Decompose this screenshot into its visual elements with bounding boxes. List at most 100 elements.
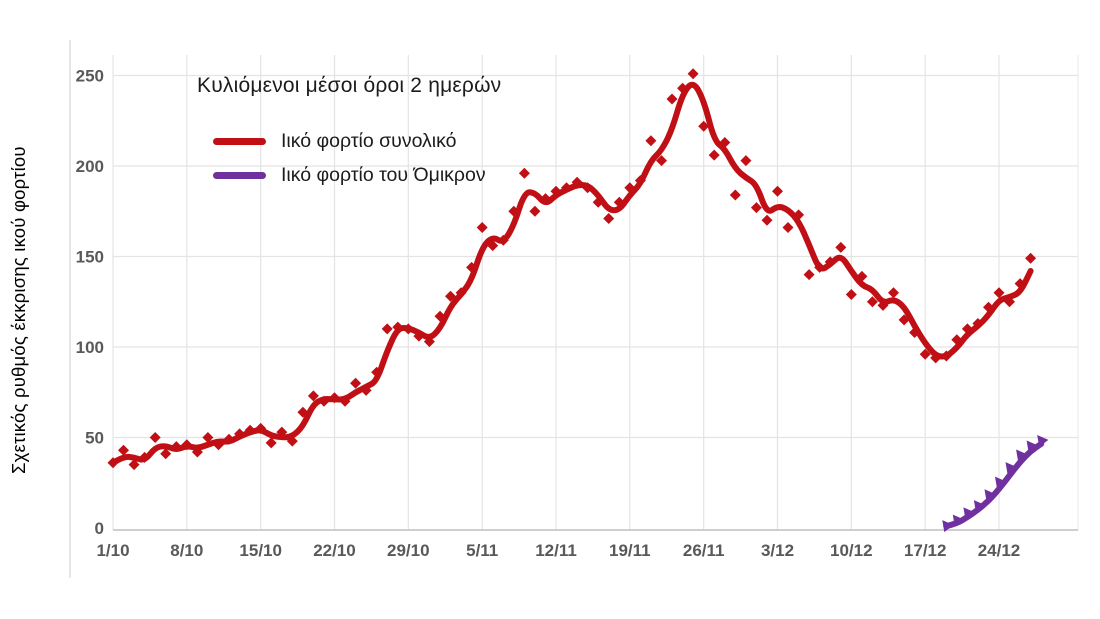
- total-data-point-diamond: [297, 406, 309, 418]
- omicron-data-point-triangle: [984, 489, 996, 502]
- total-data-point-diamond: [339, 395, 351, 407]
- total-data-point-diamond: [561, 182, 572, 194]
- total-data-point-diamond: [634, 175, 646, 186]
- total-data-point-diamond: [286, 435, 298, 447]
- total-data-point-diamond: [307, 390, 319, 402]
- x-tick-label: 24/12: [978, 541, 1021, 560]
- legend-item-omicron: Ιικό φορτίο του Όμικρον: [213, 158, 486, 192]
- total-data-point-diamond: [497, 234, 509, 246]
- y-tick-label: 50: [85, 429, 104, 448]
- total-data-point-diamond: [930, 352, 942, 364]
- total-data-point-diamond: [255, 422, 267, 434]
- total-data-point-diamond: [803, 269, 815, 281]
- omicron-data-point-triangle: [942, 520, 954, 533]
- total-data-point-diamond: [244, 424, 256, 436]
- x-tick-label: 5/11: [466, 541, 498, 560]
- total-data-point-diamond: [961, 323, 973, 335]
- x-tick-label: 12/11: [535, 541, 577, 560]
- total-data-point-diamond: [139, 451, 151, 463]
- total-data-point-diamond: [455, 287, 467, 299]
- omicron-data-point-triangle: [973, 500, 986, 513]
- total-data-point-diamond: [276, 426, 288, 438]
- total-data-point-diamond: [381, 323, 393, 335]
- total-data-point-diamond: [940, 350, 952, 362]
- total-data-point-diamond: [371, 366, 383, 378]
- total-data-point-diamond: [782, 222, 794, 233]
- x-tick-label: 3/12: [761, 541, 794, 560]
- total-data-point-diamond: [687, 68, 699, 80]
- total-data-point-diamond: [571, 176, 583, 188]
- total-data-point-diamond: [582, 182, 594, 194]
- x-tick-label: 17/12: [904, 541, 947, 560]
- x-tick-label: 10/12: [830, 541, 873, 560]
- legend-label-total: Ιικό φορτίο συνολικό: [281, 129, 457, 152]
- total-data-point-diamond: [476, 222, 488, 233]
- total-data-point-diamond: [919, 348, 931, 360]
- total-data-point-diamond: [434, 310, 446, 322]
- total-data-point-diamond: [750, 202, 762, 214]
- total-data-point-diamond: [213, 439, 224, 451]
- total-data-point-diamond: [540, 193, 551, 205]
- total-data-point-diamond: [656, 155, 667, 167]
- y-tick-label: 200: [76, 157, 104, 176]
- omicron-data-point-triangle: [1016, 449, 1028, 462]
- total-data-point-diamond: [487, 240, 499, 252]
- total-data-point-diamond: [329, 392, 340, 404]
- total-data-point-diamond: [1014, 278, 1026, 290]
- total-data-point-diamond: [866, 296, 878, 308]
- total-data-point-diamond: [993, 287, 1005, 299]
- omicron-series-line: [943, 440, 1045, 530]
- total-data-point-diamond: [698, 120, 710, 132]
- total-data-point-diamond: [1004, 296, 1015, 308]
- legend-label-omicron: Ιικό φορτίο του Όμικρον: [281, 163, 486, 186]
- total-data-point-diamond: [624, 182, 636, 194]
- omicron-data-point-triangle: [1005, 462, 1017, 475]
- total-data-point-diamond: [181, 439, 193, 451]
- x-tick-label: 29/10: [387, 541, 430, 560]
- total-data-point-diamond: [845, 289, 857, 300]
- total-data-point-diamond: [518, 167, 530, 179]
- total-data-point-diamond: [360, 384, 372, 396]
- total-data-point-diamond: [613, 196, 625, 208]
- total-data-point-diamond: [318, 395, 330, 407]
- omicron-data-point-triangle: [1037, 434, 1049, 447]
- total-data-point-diamond: [719, 137, 731, 148]
- total-data-point-diamond: [666, 93, 678, 105]
- total-data-point-diamond: [824, 256, 836, 268]
- x-tick-label: 15/10: [239, 541, 282, 560]
- total-data-point-diamond: [234, 428, 246, 440]
- total-data-point-diamond: [708, 149, 720, 161]
- total-data-point-diamond: [645, 135, 657, 147]
- total-data-point-diamond: [793, 209, 805, 221]
- total-data-point-diamond: [729, 189, 741, 201]
- chart-title: Κυλιόμενοι μέσοι όροι 2 ημερών: [197, 74, 502, 97]
- x-tick-label: 22/10: [313, 541, 356, 560]
- total-data-point-diamond: [223, 433, 235, 445]
- total-data-point-diamond: [118, 444, 129, 456]
- y-axis-title: Σχετικός ρυθμός έκκρισης ικού φορτίου: [8, 146, 29, 474]
- omicron-data-point-triangle: [963, 507, 975, 520]
- total-data-point-diamond: [740, 155, 752, 167]
- legend-swatch-omicron: [213, 171, 266, 179]
- total-data-point-diamond: [835, 241, 847, 253]
- total-data-point-diamond: [265, 437, 277, 449]
- total-data-point-diamond: [529, 205, 541, 217]
- omicron-data-point-triangle: [952, 514, 964, 527]
- total-data-point-diamond: [592, 196, 604, 208]
- omicron-data-point-triangle: [994, 476, 1007, 489]
- total-data-point-diamond: [350, 377, 362, 389]
- total-data-point-diamond: [814, 261, 826, 273]
- total-data-point-diamond: [170, 441, 182, 453]
- total-data-point-diamond: [972, 318, 984, 329]
- total-data-point-diamond: [1025, 252, 1037, 264]
- total-data-point-diamond: [202, 432, 214, 443]
- total-data-point-diamond: [888, 287, 899, 299]
- legend-swatch-total: [213, 137, 266, 145]
- y-tick-label: 0: [95, 519, 104, 538]
- total-data-point-diamond: [107, 457, 119, 469]
- total-data-point-diamond: [128, 459, 140, 471]
- total-data-point-diamond: [191, 446, 203, 458]
- x-tick-label: 8/10: [170, 541, 203, 560]
